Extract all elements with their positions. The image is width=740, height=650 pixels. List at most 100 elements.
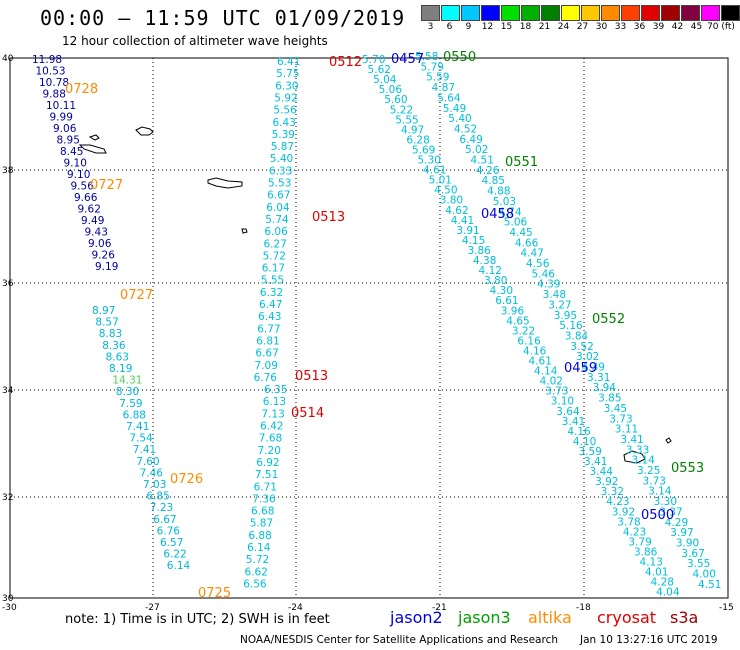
swh-value-cryosat: 6.04 <box>266 202 290 214</box>
swh-value-jason2: 6.61 <box>495 295 518 307</box>
swh-value-navy: 9.43 <box>85 227 108 239</box>
swh-value-navy: 9.10 <box>67 169 90 181</box>
swh-value-cyan: 7.54 <box>129 433 153 445</box>
pass-label: 0727 <box>90 178 123 193</box>
swh-value-cryosat: 6.47 <box>259 299 282 311</box>
island-outline <box>623 450 646 464</box>
swh-value-jason3: 5.03 <box>493 196 516 208</box>
swh-value-jason2: 3.22 <box>512 325 535 337</box>
scale-label: 36 <box>633 22 646 32</box>
swh-value-jason3: 3.37 <box>659 506 682 518</box>
latitude-label: 30 <box>2 594 14 604</box>
scale-label: 6 <box>446 22 453 32</box>
swh-value-jason3: 3.45 <box>604 403 627 415</box>
swh-value-jason3: 3.90 <box>676 537 699 549</box>
swh-value-jason3: 3.55 <box>687 558 710 570</box>
map-frame <box>9 57 729 599</box>
swh-value-jason2: 5.30 <box>418 155 441 167</box>
swh-value-jason3: 4.74 <box>498 206 522 218</box>
swh-value-jason2: 4.01 <box>645 567 668 579</box>
swh-value-jason3: 3.73 <box>643 475 666 487</box>
pass-label: 0459 <box>564 361 597 376</box>
swh-value-cryosat: 6.41 <box>277 56 300 68</box>
swh-value-cryosat: 6.81 <box>256 335 279 347</box>
swh-value-jason3: 3.41 <box>620 434 643 446</box>
swh-value-navy: 10.53 <box>36 66 66 78</box>
swh-value-jason3: 4.51 <box>471 155 494 167</box>
swh-value-navy: 9.49 <box>81 215 104 227</box>
swh-value-cryosat: 7.20 <box>258 445 281 457</box>
swh-value-cyan: 8.30 <box>116 386 139 398</box>
scale-swatch <box>621 5 640 21</box>
island-outline <box>241 228 248 234</box>
swh-value-jason3: 4.39 <box>537 279 560 291</box>
swh-value-cryosat: 6.62 <box>245 566 268 578</box>
swh-value-cryosat: 6.88 <box>248 530 271 542</box>
swh-value-jason3: 3.33 <box>626 444 649 456</box>
swh-value-jason3: 3.31 <box>587 372 610 384</box>
swh-value-navy: 9.56 <box>71 181 95 193</box>
swh-value-jason2: 4.50 <box>434 185 457 197</box>
swh-value-jason2: 5.69 <box>412 144 435 156</box>
swh-value-cryosat: 6.35 <box>264 384 287 396</box>
swh-value-cyan: 8.36 <box>102 340 126 352</box>
swh-value-cryosat: 6.67 <box>255 348 278 360</box>
legend-jason2: jason2 <box>390 608 443 627</box>
swh-value-jason3: 3.48 <box>543 289 566 301</box>
legend-altika: altika <box>528 608 572 627</box>
swh-value-jason2: 3.86 <box>467 245 491 257</box>
swh-value-jason2: 4.23 <box>623 526 646 538</box>
scale-label: 3 <box>427 22 434 32</box>
longitude-label: -27 <box>145 603 160 613</box>
longitude-label: -18 <box>576 603 591 613</box>
pass-label: 0513 <box>295 369 328 384</box>
swh-value-navy: 9.06 <box>53 123 77 135</box>
swh-value-cryosat: 5.40 <box>270 153 293 165</box>
swh-value-navy: 9.88 <box>43 89 66 101</box>
scale-swatch <box>501 5 520 21</box>
swh-value-jason2: 6.16 <box>517 335 541 347</box>
swh-value-jason2: 4.02 <box>540 376 563 388</box>
swh-value-cryosat: 6.77 <box>257 323 280 335</box>
scale-swatch <box>521 5 540 21</box>
scale-swatch <box>441 5 460 21</box>
swh-value-jason2: 5.01 <box>429 175 452 187</box>
island-outline <box>665 437 672 444</box>
swh-value-jason3: 5.16 <box>559 320 583 332</box>
swh-value-jason3: 5.46 <box>532 268 556 280</box>
longitude-label: -30 <box>2 603 17 613</box>
swh-value-cryosat: 5.55 <box>261 275 284 287</box>
swh-value-navy: 9.62 <box>78 204 101 216</box>
longitude-label: -15 <box>719 603 734 613</box>
swh-value-navy: 8.45 <box>60 146 83 158</box>
swh-value-jason3: 5.79 <box>421 61 444 73</box>
swh-value-navy: 11.98 <box>32 54 62 66</box>
swh-value-cyan: 6.57 <box>160 537 183 549</box>
swh-value-jason3: 3.84 <box>565 330 589 342</box>
pass-label: 0513 <box>312 210 345 225</box>
swh-value-cryosat: 6.13 <box>263 396 286 408</box>
swh-value-cryosat: 6.67 <box>267 190 290 202</box>
swh-value-jason2: 3.78 <box>617 516 640 528</box>
pass-label: 0457 <box>391 52 424 67</box>
swh-value-cryosat: 7.09 <box>255 360 278 372</box>
swh-value-jason3: 4.51 <box>698 579 721 591</box>
swh-value-cyan: 8.83 <box>99 328 122 340</box>
swh-value-jason3: 3.67 <box>681 548 704 560</box>
scale-swatch <box>421 5 440 21</box>
swh-value-cryosat: 7.13 <box>261 408 284 420</box>
swh-value-jason2: 4.12 <box>479 265 502 277</box>
swh-value-cyan: 7.03 <box>143 479 166 491</box>
swh-value-jason2: 3.92 <box>612 506 635 518</box>
longitude-label: -21 <box>432 603 447 613</box>
wave-height-scale-labels: 3 6 9 12 15 18 21 24 27 30 33 36 39 42 45 70 (ft) <box>421 22 736 32</box>
scale-swatch <box>541 5 560 21</box>
swh-value-jason3: 4.47 <box>520 248 543 260</box>
swh-value-cyan: 6.67 <box>153 514 176 526</box>
swh-value-navy: 9.26 <box>92 250 116 262</box>
swh-value-jason2: 4.15 <box>462 235 485 247</box>
swh-value-cryosat: 5.74 <box>265 214 289 226</box>
swh-value-cryosat: 6.43 <box>258 311 281 323</box>
swh-value-jason3: 5.06 <box>504 217 528 229</box>
